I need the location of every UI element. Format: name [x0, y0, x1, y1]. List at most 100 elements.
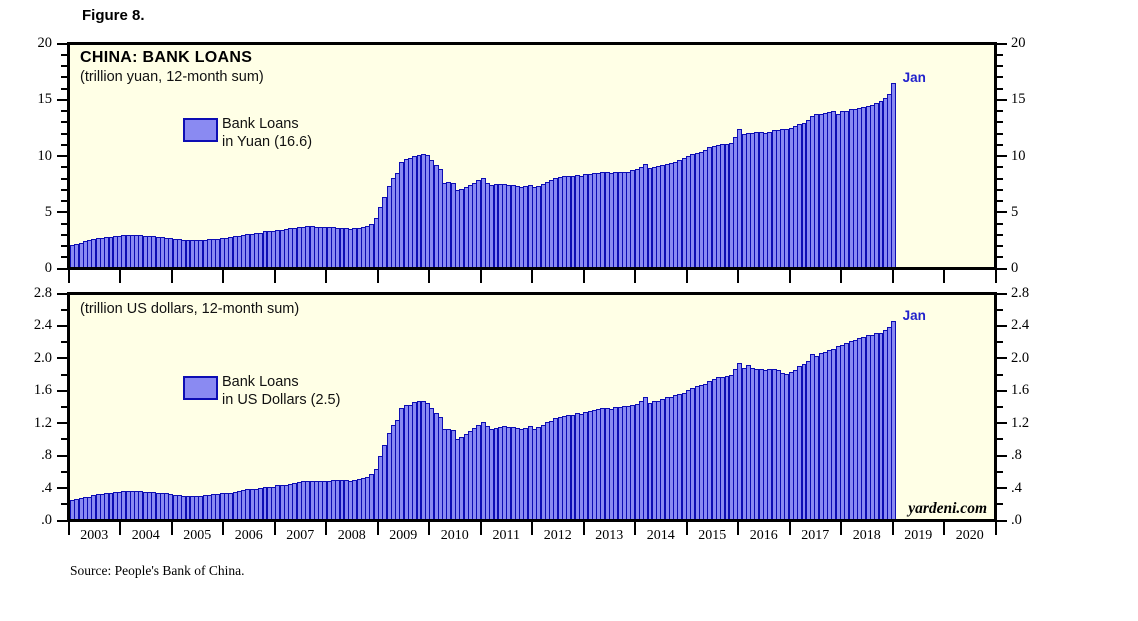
y-axis-label-right: 2.0 — [1011, 349, 1030, 366]
y-axis-minor-tick — [997, 177, 1003, 180]
usd-legend-line1: Bank Loans — [222, 374, 299, 390]
y-axis-minor-tick — [61, 177, 67, 180]
x-axis-year-tick — [737, 522, 739, 535]
x-axis-year-tick — [788, 522, 791, 535]
y-axis-minor-tick — [61, 406, 67, 408]
y-axis-major-tick — [57, 292, 67, 295]
y-axis-label-left: 2.0 — [33, 349, 52, 366]
y-axis-minor-tick — [997, 121, 1003, 124]
y-axis-minor-tick — [61, 222, 67, 225]
y-axis-label-right: 1.6 — [1011, 382, 1030, 399]
x-axis-year-tick — [943, 270, 945, 283]
x-axis-year-label: 2007 — [286, 528, 315, 543]
y-axis-minor-tick — [997, 110, 1003, 112]
y-axis-major-tick — [997, 211, 1007, 214]
y-axis-minor-tick — [997, 53, 1003, 56]
usd-legend-line2: in US Dollars (2.5) — [222, 392, 341, 408]
source-note: Source: People's Bank of China. — [70, 563, 245, 578]
y-axis-major-tick — [997, 454, 1007, 457]
y-axis-minor-tick — [61, 341, 67, 344]
y-axis-major-tick — [57, 389, 67, 392]
y-axis-major-tick — [57, 422, 67, 425]
y-axis-minor-tick — [61, 438, 67, 441]
x-axis-year-label: 2003 — [80, 528, 109, 543]
x-axis-year-tick — [325, 522, 327, 535]
yuan-legend-line2: in Yuan (16.6) — [222, 134, 313, 150]
x-axis-year-label: 2005 — [183, 528, 212, 543]
x-axis-year-tick — [840, 522, 842, 535]
y-axis-minor-tick — [997, 76, 1003, 79]
y-axis-minor-tick — [61, 256, 67, 259]
x-axis-year-tick — [376, 270, 379, 283]
x-axis-year-tick — [840, 270, 842, 283]
x-axis-year-label: 2016 — [749, 528, 778, 543]
x-axis-year-tick — [428, 522, 430, 535]
x-axis-year-label: 2010 — [440, 528, 469, 543]
x-axis-year-tick — [479, 270, 482, 283]
x-axis-year-tick — [994, 270, 997, 283]
y-axis-minor-tick — [997, 200, 1003, 202]
y-axis-label-left: .0 — [41, 512, 52, 528]
x-axis-year-tick — [634, 270, 636, 283]
y-axis-minor-tick — [61, 373, 67, 376]
y-axis-label-right: 20 — [1011, 35, 1026, 51]
y-axis-minor-tick — [997, 470, 1003, 473]
y-axis-minor-tick — [997, 166, 1003, 169]
x-axis-year-tick — [67, 270, 70, 283]
y-axis-minor-tick — [61, 245, 67, 247]
x-axis-year-tick — [376, 522, 379, 535]
y-axis-minor-tick — [61, 87, 67, 90]
yuan-bars — [70, 45, 994, 267]
x-axis-year-label: 2009 — [389, 528, 418, 543]
y-axis-minor-tick — [997, 341, 1003, 344]
x-axis-year-label: 2017 — [801, 528, 830, 543]
y-axis-label-left: 1.2 — [33, 414, 52, 431]
y-axis-minor-tick — [61, 200, 67, 202]
x-axis-year-tick — [531, 270, 533, 283]
y-axis-minor-tick — [997, 503, 1003, 506]
y-axis-label-right: .4 — [1011, 479, 1022, 496]
x-axis-year-tick — [479, 522, 482, 535]
y-axis-label-left: 5 — [44, 203, 52, 220]
y-axis-major-tick — [57, 324, 67, 327]
y-axis-major-tick — [997, 422, 1007, 425]
x-axis-year-tick — [273, 522, 276, 535]
bar — [891, 321, 897, 519]
x-axis-year-tick — [685, 270, 688, 283]
y-axis-major-tick — [997, 487, 1007, 490]
x-axis-year-tick — [222, 522, 224, 535]
x-axis-year-tick — [170, 270, 173, 283]
y-axis-minor-tick — [61, 503, 67, 506]
y-axis-major-tick — [997, 389, 1007, 392]
x-axis-year-tick — [67, 522, 70, 535]
y-axis-minor-tick — [61, 470, 67, 473]
usd-legend-label: Bank Loans in US Dollars (2.5) — [222, 373, 340, 409]
x-axis-year-tick — [325, 270, 327, 283]
x-axis-year-tick — [119, 270, 121, 283]
y-axis-minor-tick — [61, 132, 67, 135]
y-axis-label-right: 1.2 — [1011, 414, 1030, 431]
y-axis-minor-tick — [997, 188, 1003, 191]
y-axis-label-right: 15 — [1011, 91, 1026, 108]
y-axis-major-tick — [997, 42, 1007, 45]
y-axis-major-tick — [57, 42, 67, 45]
y-axis-minor-tick — [997, 87, 1003, 90]
y-axis-minor-tick — [997, 233, 1003, 236]
y-axis-label-left: 2.8 — [33, 285, 52, 301]
x-axis-year-tick — [222, 270, 224, 283]
y-axis-minor-tick — [997, 308, 1003, 311]
x-axis-year-label: 2019 — [904, 528, 933, 543]
x-axis-year-label: 2018 — [852, 528, 881, 543]
y-axis-minor-tick — [997, 65, 1003, 67]
y-axis-label-left: 10 — [37, 147, 53, 164]
x-axis-year-label: 2013 — [595, 528, 624, 543]
y-axis-minor-tick — [997, 222, 1003, 225]
y-axis-minor-tick — [61, 76, 67, 79]
y-axis-minor-tick — [997, 373, 1003, 376]
y-axis-major-tick — [997, 267, 1007, 270]
usd-bars — [70, 295, 994, 519]
x-axis-year-tick — [170, 522, 173, 535]
x-axis-year-label: 2008 — [337, 528, 366, 543]
y-axis-minor-tick — [61, 53, 67, 56]
y-axis-minor-tick — [61, 121, 67, 124]
